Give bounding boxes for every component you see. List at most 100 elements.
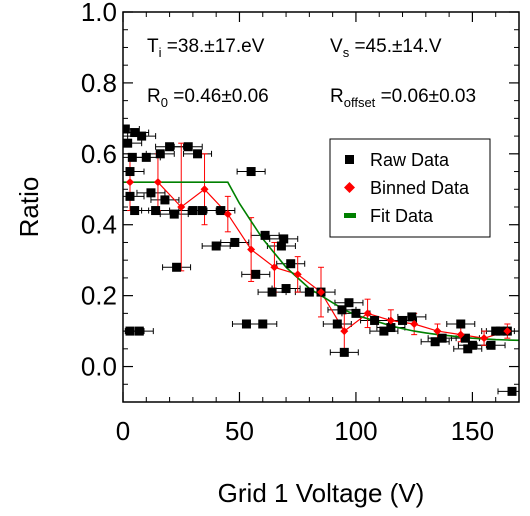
raw-data-point xyxy=(304,287,314,297)
binned-data-point xyxy=(410,320,419,328)
raw-data-point xyxy=(130,128,140,138)
raw-data-point xyxy=(165,142,175,152)
raw-data-point xyxy=(246,167,256,177)
legend-marker-fit-data xyxy=(344,213,356,218)
raw-data-point xyxy=(134,326,144,336)
binned-data-point xyxy=(200,185,209,194)
raw-data-point xyxy=(172,262,182,272)
annotation-roffset: Roffset =0.06±0.03 xyxy=(330,86,476,110)
raw-data-point xyxy=(127,152,137,162)
raw-data-point xyxy=(460,333,470,343)
raw-data-point xyxy=(267,287,277,297)
raw-data-point xyxy=(467,340,477,350)
raw-data-point xyxy=(123,124,130,134)
raw-data-point xyxy=(279,234,289,244)
raw-data-point xyxy=(344,298,354,308)
raw-data-point xyxy=(430,337,440,347)
raw-data-point xyxy=(486,340,496,350)
binned-data-point xyxy=(433,327,442,336)
raw-data-point xyxy=(495,326,505,336)
raw-data-point xyxy=(251,269,261,279)
binned-data-point xyxy=(317,288,325,297)
raw-data-point xyxy=(155,149,165,159)
raw-data-point xyxy=(398,315,408,325)
raw-data-point xyxy=(379,326,389,336)
binned-data-point xyxy=(503,327,512,336)
legend-marker-binned-data xyxy=(344,182,355,193)
raw-data-point xyxy=(188,206,198,216)
y-axis-ticks: 0.0 0.2 0.4 0.6 0.8 1.0 xyxy=(81,0,519,403)
raw-data-point xyxy=(507,386,517,396)
y-axis-title: Ratio xyxy=(14,177,44,238)
raw-data-point xyxy=(370,315,380,325)
binned-data-point xyxy=(177,203,186,211)
raw-data-point xyxy=(339,347,349,357)
binned-data-point xyxy=(293,270,302,279)
raw-data-point xyxy=(337,305,347,315)
raw-data-point xyxy=(386,323,396,333)
raw-data-point xyxy=(230,237,240,247)
raw-data-point xyxy=(123,138,133,148)
binned-data-point xyxy=(247,245,256,254)
raw-data-point xyxy=(216,206,226,216)
raw-data-point xyxy=(211,241,221,251)
annotation-ti: Ti =38.±17.eV xyxy=(147,36,265,60)
binned-data-point xyxy=(386,316,395,325)
raw-data-point xyxy=(241,319,251,329)
raw-data-point xyxy=(160,195,170,205)
legend: Raw Data Binned Data Fit Data xyxy=(329,138,491,238)
raw-data-point xyxy=(286,259,296,269)
x-tick-label: 100 xyxy=(334,416,377,446)
raw-data-point xyxy=(260,230,270,240)
binned-data-point xyxy=(456,330,465,339)
x-tick-label: 50 xyxy=(225,416,254,446)
raw-data-point xyxy=(332,319,342,329)
binned-data-point xyxy=(125,178,134,187)
binned-data-point xyxy=(270,263,279,272)
legend-label-raw-data: Raw Data xyxy=(370,150,450,170)
y-tick-label: 0.6 xyxy=(81,139,117,169)
raw-data-point xyxy=(276,241,286,251)
raw-data-point xyxy=(141,152,151,162)
legend-label-fit-data: Fit Data xyxy=(370,206,434,226)
raw-data-point xyxy=(491,326,501,336)
raw-data-point xyxy=(456,319,466,329)
raw-data-point xyxy=(258,319,268,329)
raw-data-point xyxy=(125,326,135,336)
x-axis-ticks: 0 50 100 150 xyxy=(116,12,497,446)
annotation-r0: R0 =0.46±0.06 xyxy=(147,86,269,110)
raw-data-point xyxy=(463,344,473,354)
legend-marker-raw-data xyxy=(345,155,354,164)
binned-data-point xyxy=(153,178,162,187)
raw-data-point xyxy=(407,312,417,322)
binned-data-point xyxy=(363,309,372,318)
legend-label-binned-data: Binned Data xyxy=(370,178,470,198)
binned-data-point xyxy=(340,327,349,336)
y-tick-label: 0.8 xyxy=(81,68,117,98)
raw-data-point xyxy=(151,206,161,216)
raw-data-point xyxy=(130,206,140,216)
plot-body xyxy=(123,124,519,396)
raw-data-point xyxy=(169,209,179,219)
y-tick-label: 0.4 xyxy=(81,210,117,240)
x-axis-title: Grid 1 Voltage (V) xyxy=(218,478,425,508)
x-tick-label: 150 xyxy=(451,416,494,446)
raw-data-point xyxy=(281,284,291,294)
raw-data-point xyxy=(137,131,147,141)
raw-data-point xyxy=(437,333,447,343)
raw-data-point xyxy=(193,149,203,159)
y-tick-label: 1.0 xyxy=(81,0,117,27)
y-tick-label: 0.0 xyxy=(81,352,117,382)
x-tick-label: 0 xyxy=(116,416,130,446)
annotation-vs: Vs =45.±14.V xyxy=(330,36,442,60)
raw-data-point xyxy=(197,206,207,216)
plot-area xyxy=(123,124,519,396)
raw-data-point xyxy=(125,191,135,201)
y-tick-label: 0.2 xyxy=(81,281,117,311)
raw-data-point xyxy=(183,142,193,152)
raw-data-point xyxy=(146,188,156,198)
binned-data-point xyxy=(223,210,232,219)
legend-box xyxy=(329,138,491,238)
raw-data-point xyxy=(351,308,361,318)
